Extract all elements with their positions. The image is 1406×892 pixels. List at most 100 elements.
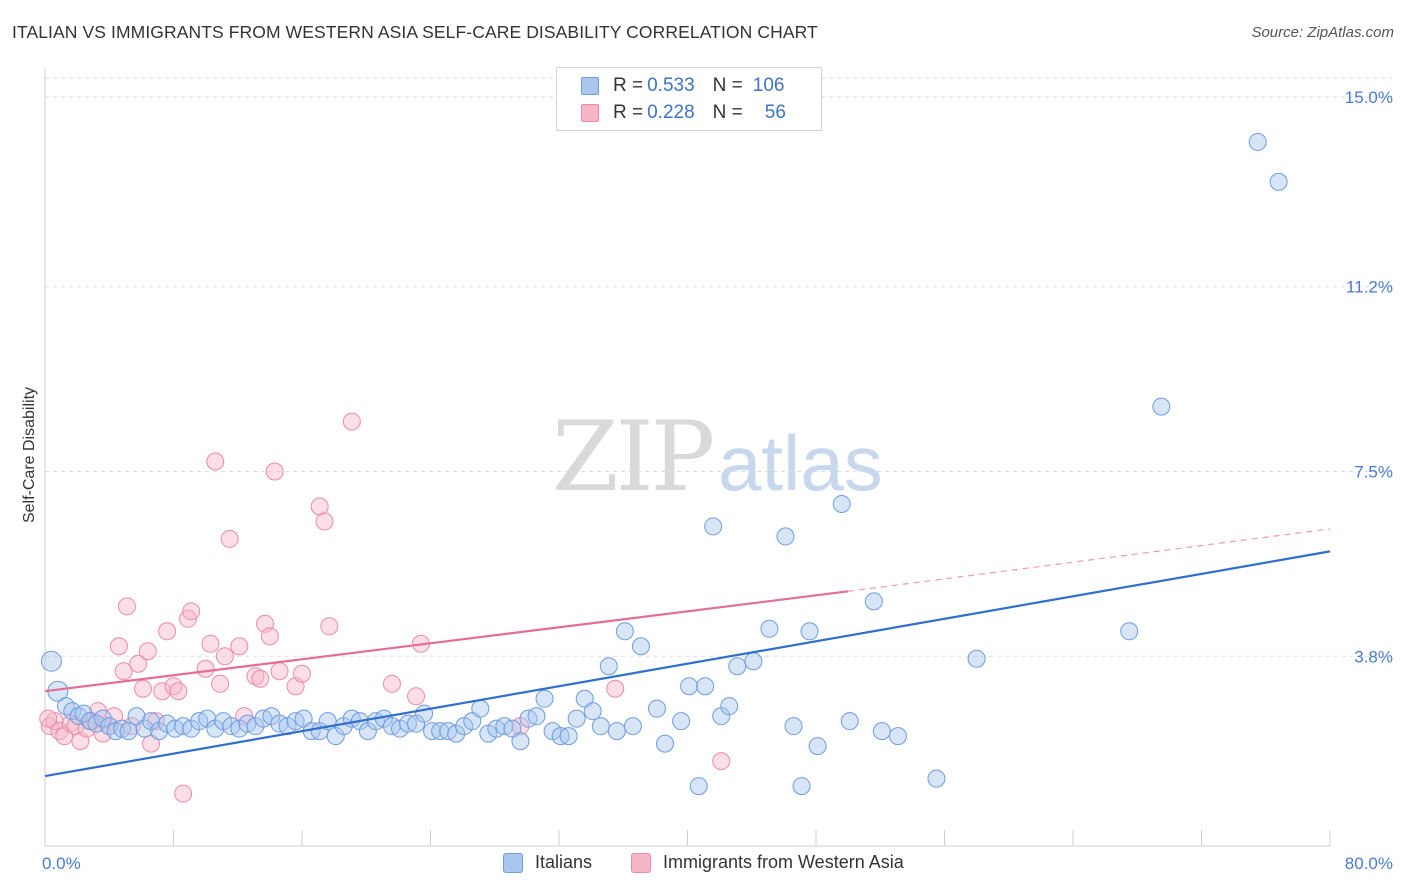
italians-point [1152,397,1171,416]
italians-point [647,699,666,718]
immigrants-point [606,679,625,698]
immigrants-point [293,664,311,683]
italians-point [40,650,62,672]
italians-point [599,657,618,676]
source-label: Source: ZipAtlas.com [1251,24,1394,41]
chart-title: ITALIAN VS IMMIGRANTS FROM WESTERN ASIA … [12,22,818,42]
immigrants-point [260,627,279,646]
immigrants-point [315,512,334,531]
italians-point [607,722,626,741]
italians-point [680,677,699,696]
immigrants-point [712,752,731,771]
watermark-zip: ZIP [552,401,713,513]
immigrants-trend-extension [848,528,1331,592]
immigrants-point [133,679,152,698]
italians-point [776,527,795,546]
italians-point [927,769,946,788]
immigrants-point [114,662,133,681]
y-tick-label: 15.0% [1345,88,1393,107]
immigrants-point [158,622,177,641]
immigrants-n-value: 56 [764,102,786,123]
immigrants-point [230,637,249,656]
immigrants-r-label: R = [613,102,644,123]
axes [44,68,1331,847]
italians-point [704,517,723,536]
italians-point [720,697,739,716]
italians-point [1120,622,1139,641]
y-tick-label: 3.8% [1354,647,1393,666]
y-tick-label: 7.5% [1354,463,1393,482]
immigrants-point [39,709,58,728]
tick-labels: 3.8% 7.5% 11.2% 15.0% 0.0% 80.0% [42,88,1393,873]
immigrants-point [196,659,215,678]
series-legend: Italians Immigrants from Western Asia [0,852,1406,878]
legend-row-immigrants: R = 0.228 N = 56 [581,101,786,125]
italians-point [800,622,819,641]
italians-point [696,677,715,696]
italians-point [119,722,138,741]
immigrants-point [50,722,69,741]
italians-point [656,734,675,753]
italians-point [760,619,779,638]
immigrants-point [265,462,284,481]
legend-row-italians: R = 0.533 N = 106 [581,74,784,98]
immigrants-point [215,647,234,666]
italians-point [864,592,883,611]
italians-point [135,719,154,738]
immigrants-trend-line [44,590,849,693]
immigrants-point [246,667,265,686]
italians-point [69,707,88,726]
italians-point [689,777,708,796]
italians-point [832,494,851,513]
italians-point [728,657,747,676]
italians-point [559,727,578,746]
italians-point [527,707,546,726]
immigrants-legend-label: Immigrants from Western Asia [663,852,904,872]
italians-point [615,622,634,641]
immigrants-point [320,617,339,636]
italians-swatch [581,77,599,95]
italians-point [535,689,554,708]
italians-point [744,652,763,671]
italians-point [583,702,602,721]
italians-point [74,704,93,723]
immigrants-point [342,412,361,431]
italians-point [808,737,827,756]
immigrants-point [109,637,128,656]
italians-point [872,722,891,741]
italians-point [1248,132,1267,151]
italians-point [672,712,691,731]
y-tick-label: 11.2% [1346,278,1393,297]
italians-point [840,712,859,731]
stats-legend: R = 0.533 N = 106 R = 0.228 N = 56 [556,67,822,131]
italians-point [792,777,811,796]
x-tick-label-min: 0.0% [42,854,81,873]
immigrants-point [40,717,59,736]
italians-legend-swatch [503,852,523,873]
immigrants-point [174,784,193,803]
immigrants-swatch [581,104,599,122]
immigrants-legend-swatch [631,852,651,873]
trend-lines [44,528,1331,778]
immigrants-n-label: N = [712,102,743,123]
italians-point [567,709,586,728]
immigrants-r-value: 0.228 [647,102,695,123]
italians-n-value: 106 [752,75,785,96]
italians-point [591,717,610,736]
immigrants-point [310,497,329,516]
legend-item-immigrants: Immigrants from Western Asia [631,852,904,873]
italians-point [511,732,530,751]
immigrants-point [407,687,426,706]
italians-point [623,717,642,736]
immigrants-point [270,662,289,681]
italians-r-value: 0.533 [647,75,695,96]
italians-point [967,649,986,668]
immigrants-point [382,674,401,693]
italians-point [631,637,650,656]
immigrants-point [138,642,157,661]
immigrants-point [251,669,270,688]
immigrants-point [117,597,136,616]
italians-point [93,709,112,728]
italians-trend-line [44,550,1331,778]
legend-item-italians: Italians [503,852,592,873]
